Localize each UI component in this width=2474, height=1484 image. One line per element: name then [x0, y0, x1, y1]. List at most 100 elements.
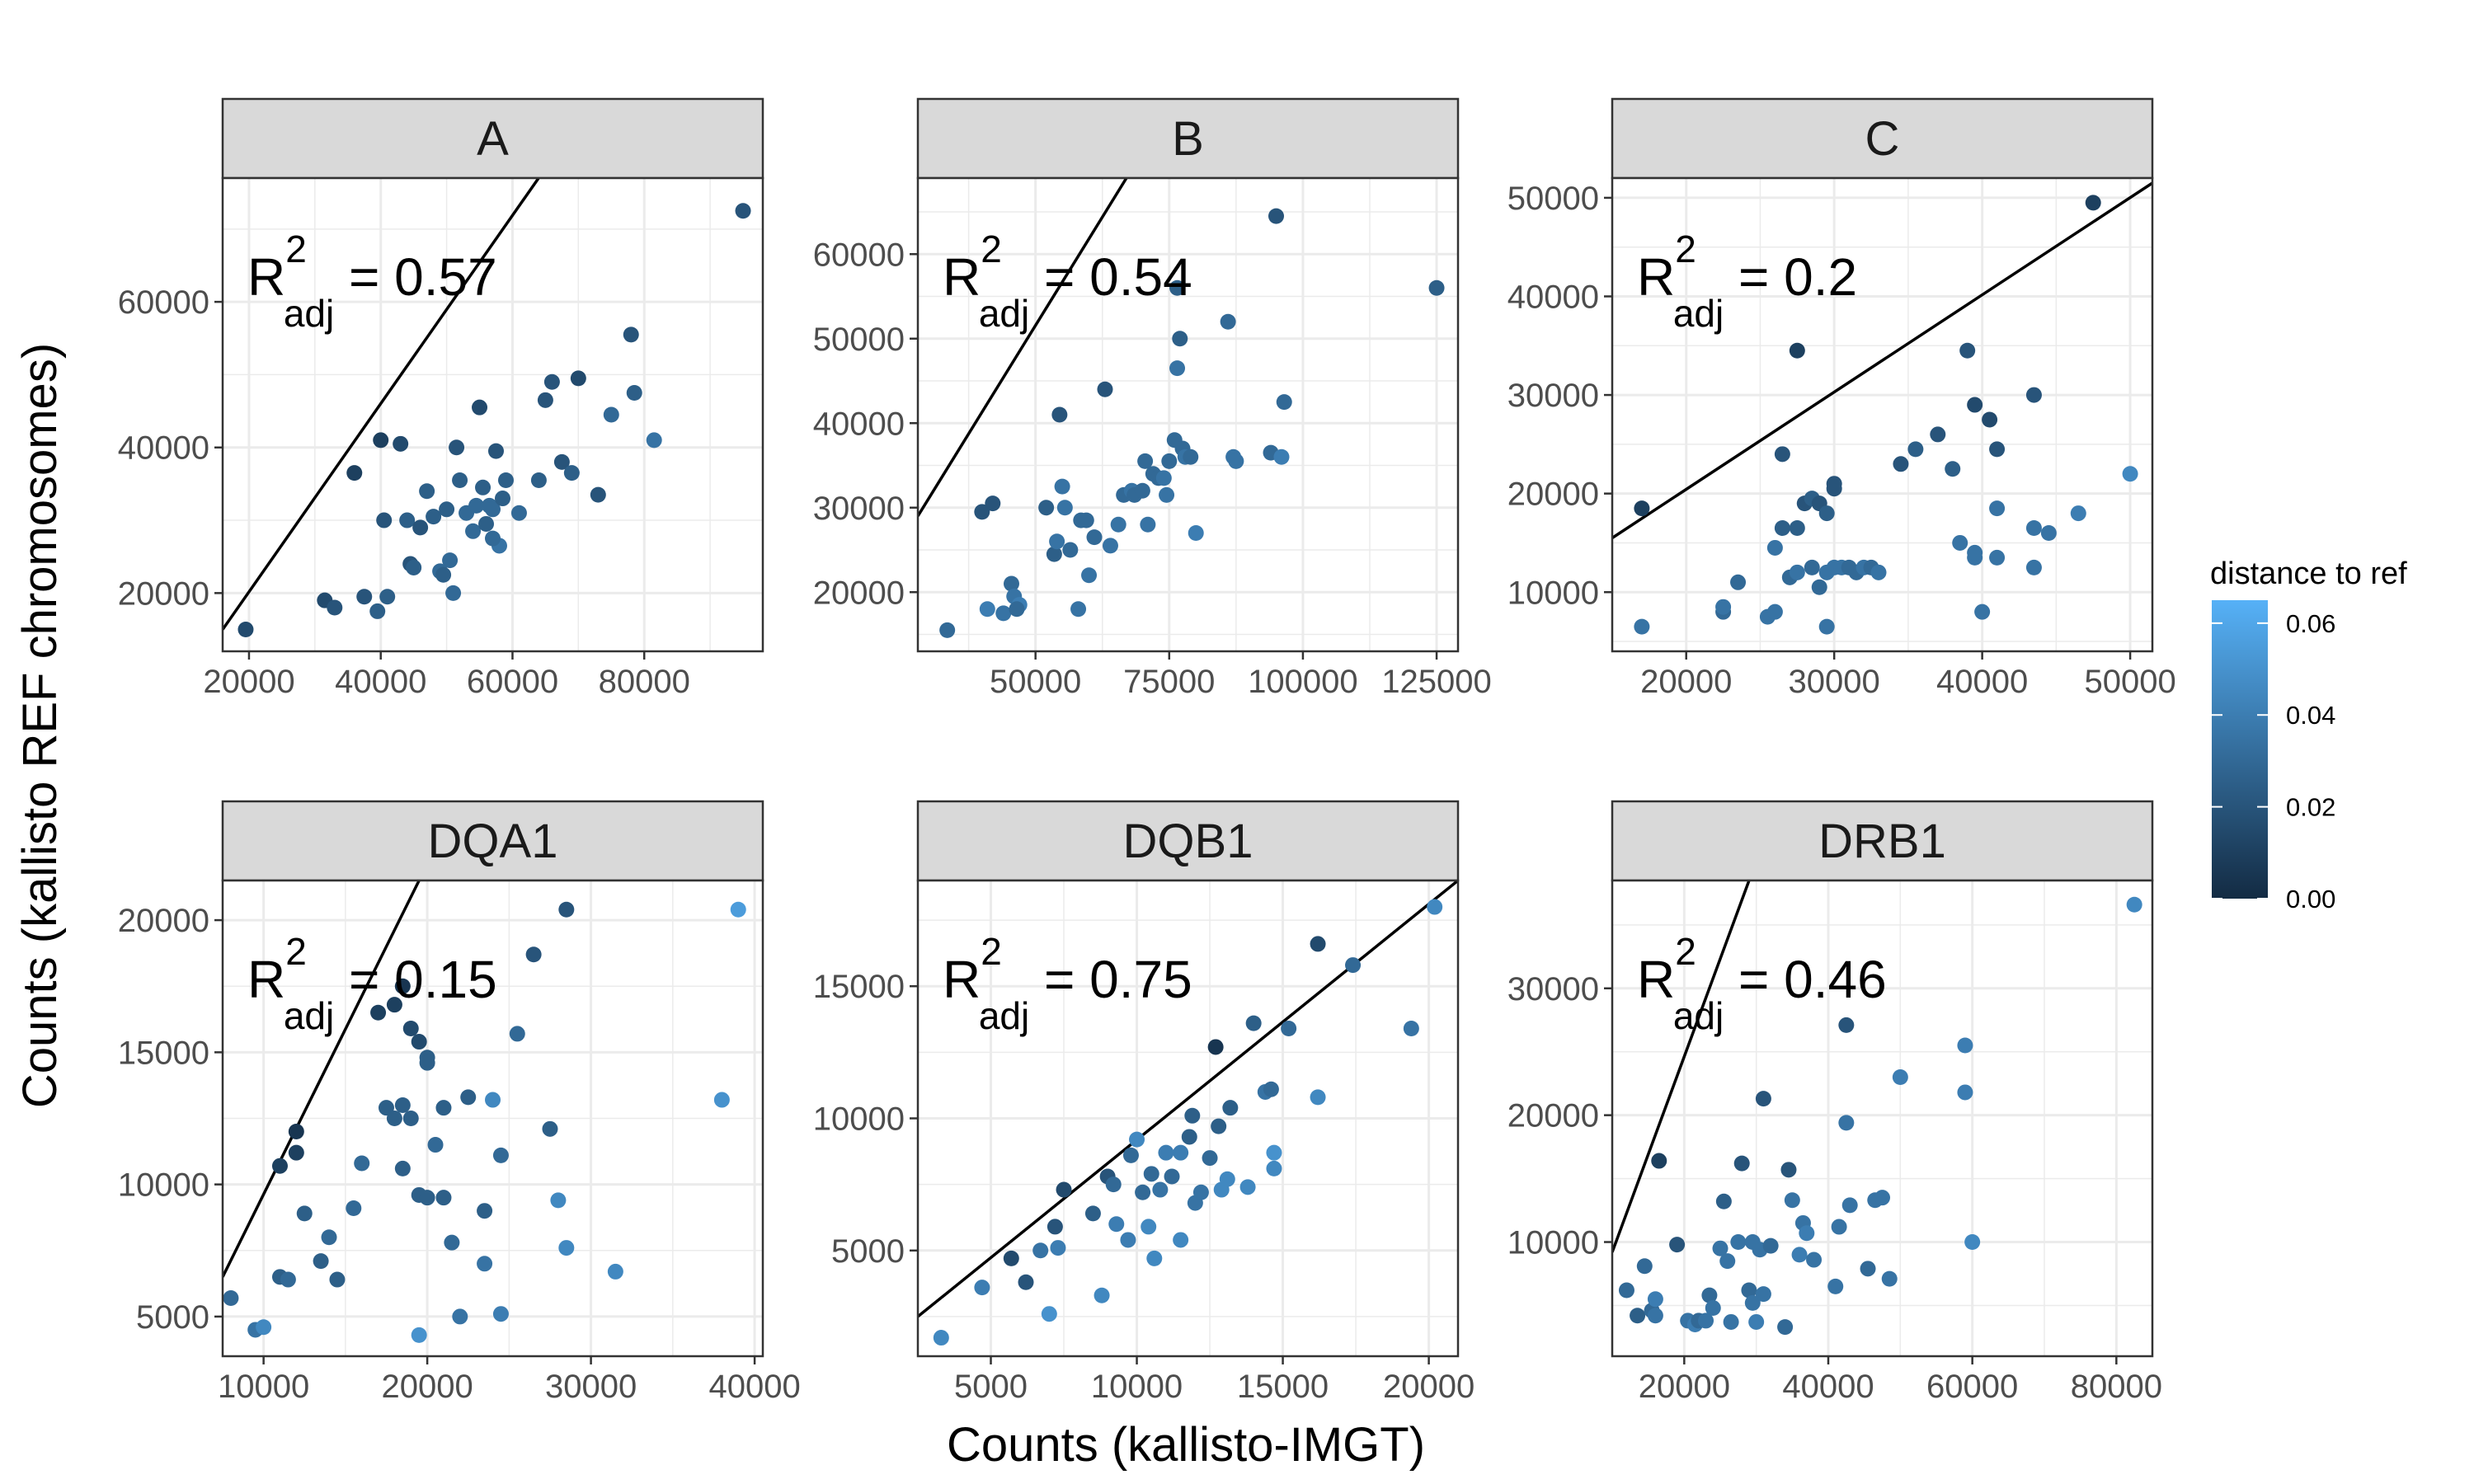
- scatter-point: [452, 472, 468, 488]
- scatter-point: [1102, 538, 1118, 554]
- x-tick-label: 10000: [218, 1369, 309, 1405]
- gridlines: [1612, 881, 2152, 1356]
- x-tick-label: 40000: [1936, 664, 2028, 700]
- scatter-point: [1715, 599, 1732, 615]
- scatter-point: [1078, 512, 1094, 528]
- scatter-point: [1945, 461, 1961, 477]
- scatter-point: [478, 515, 495, 532]
- scatter-point: [1989, 500, 2006, 517]
- scatter-point: [525, 946, 542, 963]
- scatter-point: [1774, 520, 1790, 537]
- scatter-point: [256, 1319, 272, 1336]
- scatter-point: [974, 1280, 990, 1296]
- scatter-point: [296, 1205, 313, 1222]
- scatter-point: [1141, 1219, 1157, 1235]
- scatter-point: [412, 519, 429, 536]
- panel-c: C R2 adj = 0.2 20000 30000 40000 50000 10000 200…: [1507, 97, 2176, 700]
- scatter-point: [1705, 1300, 1721, 1317]
- scatter-point: [444, 1234, 460, 1251]
- scatter-point: [626, 385, 642, 402]
- scatter-point: [550, 1192, 567, 1209]
- gridlines: [918, 881, 1458, 1356]
- scatter-point: [1744, 1294, 1761, 1311]
- scatter-point: [558, 901, 575, 918]
- scatter-point: [1799, 1225, 1815, 1242]
- scatter-point: [558, 1240, 575, 1256]
- scatter-point: [1268, 208, 1285, 224]
- scatter-point: [1084, 1205, 1101, 1222]
- scatter-point: [1766, 603, 1783, 620]
- scatter-point: [730, 901, 746, 918]
- scatter-point: [1129, 1131, 1145, 1148]
- y-tick-label: 40000: [118, 430, 209, 467]
- reference-line: [223, 881, 421, 1278]
- x-tick-label: 75000: [1123, 664, 1215, 700]
- scatter-point: [223, 1289, 239, 1306]
- y-tick-label: 10000: [1507, 1225, 1599, 1261]
- scatter-point: [985, 495, 1001, 512]
- gridlines: [223, 178, 763, 651]
- y-tick-label: 30000: [1507, 378, 1599, 414]
- scatter-point: [313, 1253, 329, 1270]
- x-axis-title: Counts (kallisto-IMGT): [947, 1418, 1425, 1472]
- r2-annotation: R2 adj = 0.57: [247, 228, 497, 335]
- scatter-point: [1806, 1252, 1823, 1268]
- scatter-point: [1701, 1287, 1718, 1303]
- scatter-point: [356, 589, 373, 605]
- scatter-point: [2126, 896, 2142, 913]
- scatter-point: [1930, 426, 1946, 443]
- y-tick-label: 20000: [1507, 477, 1599, 513]
- scatter-point: [1049, 533, 1065, 550]
- y-tick-label: 50000: [1507, 181, 1599, 217]
- scatter-point: [1062, 542, 1079, 558]
- color-legend: distance to ref 0.06 0.04 0.02 0.00: [2210, 556, 2407, 913]
- scatter-point: [1989, 549, 2006, 566]
- gridlines: [1612, 178, 2152, 651]
- scatter-point: [452, 1308, 468, 1325]
- scatter-point: [933, 1330, 949, 1346]
- gridlines: [223, 881, 763, 1356]
- legend-title: distance to ref: [2210, 556, 2407, 591]
- scatter-point: [1192, 1184, 1209, 1200]
- r2-annotation: R2 adj = 0.75: [943, 930, 1192, 1037]
- scatter-point: [2070, 505, 2086, 522]
- scatter-point: [402, 1111, 419, 1126]
- scatter-point: [1669, 1237, 1686, 1253]
- scatter-point: [530, 472, 547, 488]
- scatter-point: [1310, 936, 1326, 952]
- scatter-point: [1070, 601, 1087, 618]
- scatter-point: [435, 1100, 452, 1116]
- y-tick-label: 5000: [136, 1299, 209, 1336]
- scatter-point: [1105, 1176, 1122, 1193]
- scatter-point: [402, 1021, 419, 1037]
- x-tick-label: 60000: [467, 664, 558, 700]
- y-tick-label: 10000: [813, 1101, 905, 1138]
- scatter-point: [1881, 1270, 1898, 1287]
- reference-line: [1612, 881, 1751, 1253]
- panel-title: C: [1865, 112, 1900, 166]
- scatter-point: [979, 601, 995, 618]
- scatter-point: [386, 1111, 402, 1126]
- scatter-point: [419, 483, 435, 500]
- scatter-point: [1108, 1216, 1125, 1233]
- scatter-point: [472, 399, 488, 416]
- scatter-point: [1634, 500, 1650, 517]
- scatter-point: [1733, 1155, 1750, 1172]
- x-tick-label: 50000: [2084, 664, 2175, 700]
- scatter-point: [1826, 481, 1842, 497]
- scatter-point: [1959, 342, 1976, 359]
- scatter-point: [1245, 1015, 1262, 1031]
- scatter-point: [1967, 397, 1983, 413]
- y-tick-label: 20000: [1507, 1098, 1599, 1134]
- scatter-point: [494, 491, 510, 507]
- scatter-point: [1122, 1147, 1139, 1163]
- scatter-point: [376, 512, 393, 528]
- scatter-point: [373, 432, 389, 448]
- scatter-point: [974, 504, 990, 520]
- scatter-point: [426, 509, 442, 525]
- panel-strip: [916, 97, 1460, 180]
- y-tick-label: 15000: [118, 1035, 209, 1071]
- y-tick-label: 10000: [118, 1167, 209, 1204]
- scatter-point: [1137, 453, 1154, 469]
- scatter-point: [1989, 441, 2006, 458]
